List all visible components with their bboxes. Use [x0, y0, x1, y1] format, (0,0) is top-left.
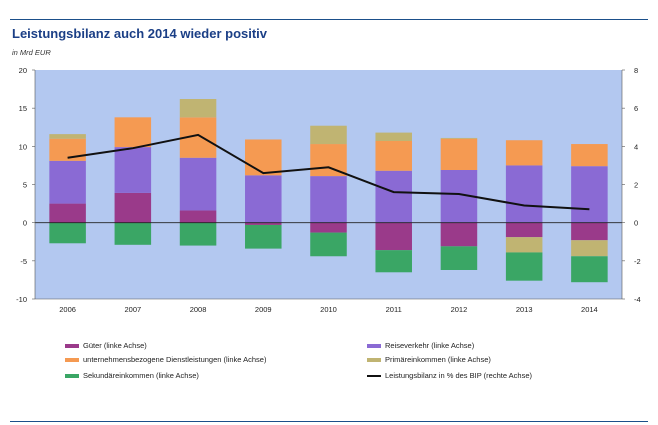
unit-label: in Mrd EUR [12, 48, 51, 57]
y-right-tick-label: 8 [634, 66, 638, 75]
y-left-tick-label: 20 [19, 66, 27, 75]
bar-primaer-2006 [49, 134, 86, 139]
bar-primaer-2012 [440, 137, 478, 139]
x-tick-label: 2006 [59, 305, 76, 314]
x-tick-label: 2008 [190, 305, 207, 314]
y-right-tick-label: 4 [634, 142, 638, 151]
y-right-tick-label: -4 [634, 295, 641, 304]
bar-reiseverkehr-2010 [310, 176, 347, 223]
bar-gueter-2013 [505, 222, 543, 238]
bar-dienstleistungen-2011 [375, 140, 412, 171]
x-tick-label: 2013 [516, 305, 533, 314]
bar-reiseverkehr-2013 [505, 165, 543, 223]
y-left-tick-label: 10 [19, 142, 27, 151]
bar-dienstleistungen-2012 [440, 138, 478, 170]
bar-primaer-2014 [571, 240, 608, 257]
bar-sekundaer-2012 [440, 246, 478, 270]
bar-gueter-2011 [375, 222, 412, 251]
bar-reiseverkehr-2011 [375, 170, 412, 223]
line-leistungsbilanz [67, 133, 590, 211]
top-rule [10, 19, 648, 20]
bar-reiseverkehr-2014 [571, 166, 608, 223]
bar-gueter-2009 [245, 222, 282, 225]
bar-sekundaer-2013 [505, 252, 543, 281]
y-right-tick-label: 0 [634, 219, 638, 228]
y-left-tick-label: 15 [19, 104, 27, 113]
bar-gueter-2010 [310, 222, 347, 233]
bar-reiseverkehr-2007 [114, 147, 152, 193]
bar-sekundaer-2010 [310, 232, 347, 257]
bottom-rule [10, 421, 648, 422]
bar-dienstleistungen-2006 [49, 138, 86, 161]
y-right-tick-label: 2 [634, 181, 638, 190]
bar-dienstleistungen-2014 [571, 144, 608, 167]
y-left-tick-label: -5 [20, 257, 27, 266]
bar-sekundaer-2006 [49, 222, 86, 244]
bar-sekundaer-2009 [245, 224, 282, 249]
y-right-tick-label: -2 [634, 257, 641, 266]
bar-reiseverkehr-2006 [49, 160, 86, 204]
bar-gueter-2012 [440, 222, 478, 247]
x-tick-label: 2012 [451, 305, 468, 314]
bar-primaer-2008 [179, 99, 217, 118]
x-tick-label: 2014 [581, 305, 598, 314]
bar-sekundaer-2007 [114, 222, 152, 245]
bar-reiseverkehr-2009 [245, 175, 282, 223]
bar-dienstleistungen-2013 [505, 140, 543, 166]
bar-gueter-2008 [179, 210, 217, 223]
bar-sekundaer-2008 [179, 222, 217, 246]
bar-reiseverkehr-2008 [179, 157, 217, 211]
y-left-tick-label: 0 [23, 219, 27, 228]
x-tick-label: 2009 [255, 305, 272, 314]
x-tick-label: 2011 [386, 305, 402, 314]
bar-primaer-2013 [505, 237, 543, 253]
bar-dienstleistungen-2007 [114, 117, 152, 148]
bar-gueter-2014 [571, 222, 608, 241]
bar-gueter-2006 [49, 203, 86, 223]
bar-primaer-2011 [375, 132, 412, 141]
bar-dienstleistungen-2010 [310, 144, 347, 177]
bar-gueter-2007 [114, 192, 152, 223]
y-left-tick-label: 5 [23, 181, 27, 190]
x-tick-label: 2007 [124, 305, 141, 314]
bar-sekundaer-2011 [375, 250, 412, 273]
bar-primaer-2010 [310, 125, 347, 145]
bar-dienstleistungen-2009 [245, 139, 282, 176]
y-right-tick-label: 6 [634, 104, 638, 113]
y-left-tick-label: -10 [16, 295, 27, 304]
x-tick-label: 2010 [320, 305, 337, 314]
chart-title: Leistungsbilanz auch 2014 wieder positiv [12, 26, 268, 41]
bar-sekundaer-2014 [571, 256, 608, 283]
